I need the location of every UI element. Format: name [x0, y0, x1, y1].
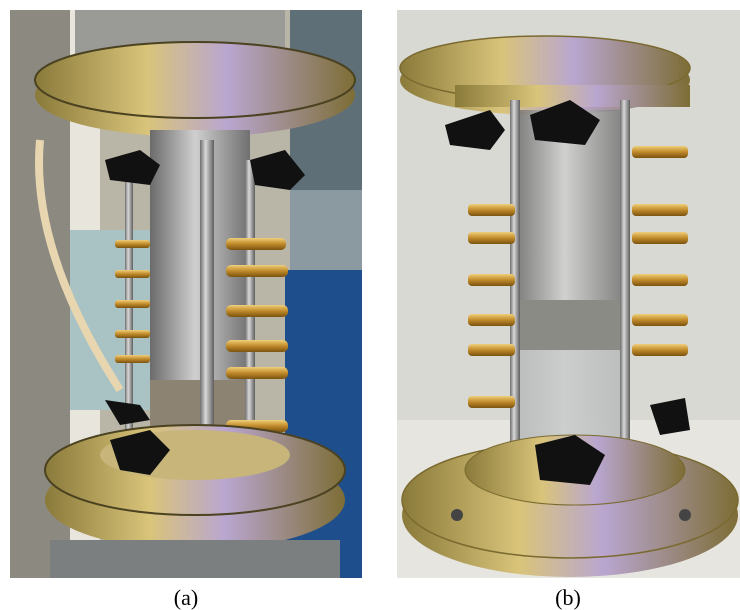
photo-a [10, 10, 362, 578]
panel-label: (b) [555, 585, 581, 610]
photo-b [397, 10, 740, 578]
panel-label: (a) [174, 585, 198, 610]
